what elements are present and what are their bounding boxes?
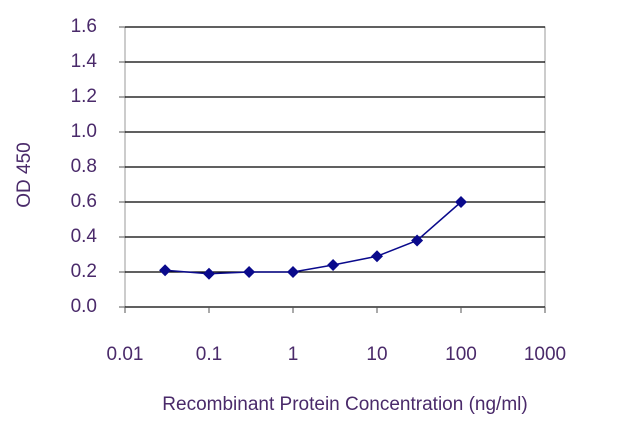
- data-point: [159, 264, 172, 277]
- data-point: [203, 267, 215, 280]
- data-point: [243, 266, 256, 278]
- data-point: [411, 234, 424, 247]
- x-tick-label: 1000: [524, 344, 566, 365]
- y-tick-label: 0.8: [71, 156, 97, 177]
- y-tick-label: 1.0: [71, 121, 97, 142]
- y-tick-label: 0.4: [71, 226, 98, 247]
- y-tick-label: 0.6: [71, 191, 97, 212]
- data-line: [165, 201, 462, 275]
- data-point: [371, 250, 383, 263]
- y-axis-title: OD 450: [14, 142, 35, 207]
- data-point: [455, 196, 467, 208]
- y-tick-label: 0.0: [71, 296, 97, 317]
- x-tick-label: 0.1: [196, 344, 222, 365]
- data-point: [287, 266, 299, 278]
- x-tick-label: 1: [288, 344, 299, 365]
- x-tick-label: 0.01: [107, 344, 144, 365]
- y-tick-label: 0.2: [71, 261, 97, 282]
- x-tick-label: 10: [366, 344, 387, 365]
- y-tick-label: 1.4: [71, 51, 98, 72]
- data-point: [327, 259, 340, 271]
- y-tick-label: 1.2: [71, 86, 97, 107]
- x-tick-label: 100: [445, 344, 477, 365]
- x-axis-title: Recombinant Protein Concentration (ng/ml…: [162, 394, 527, 415]
- y-tick-label: 1.6: [71, 16, 97, 37]
